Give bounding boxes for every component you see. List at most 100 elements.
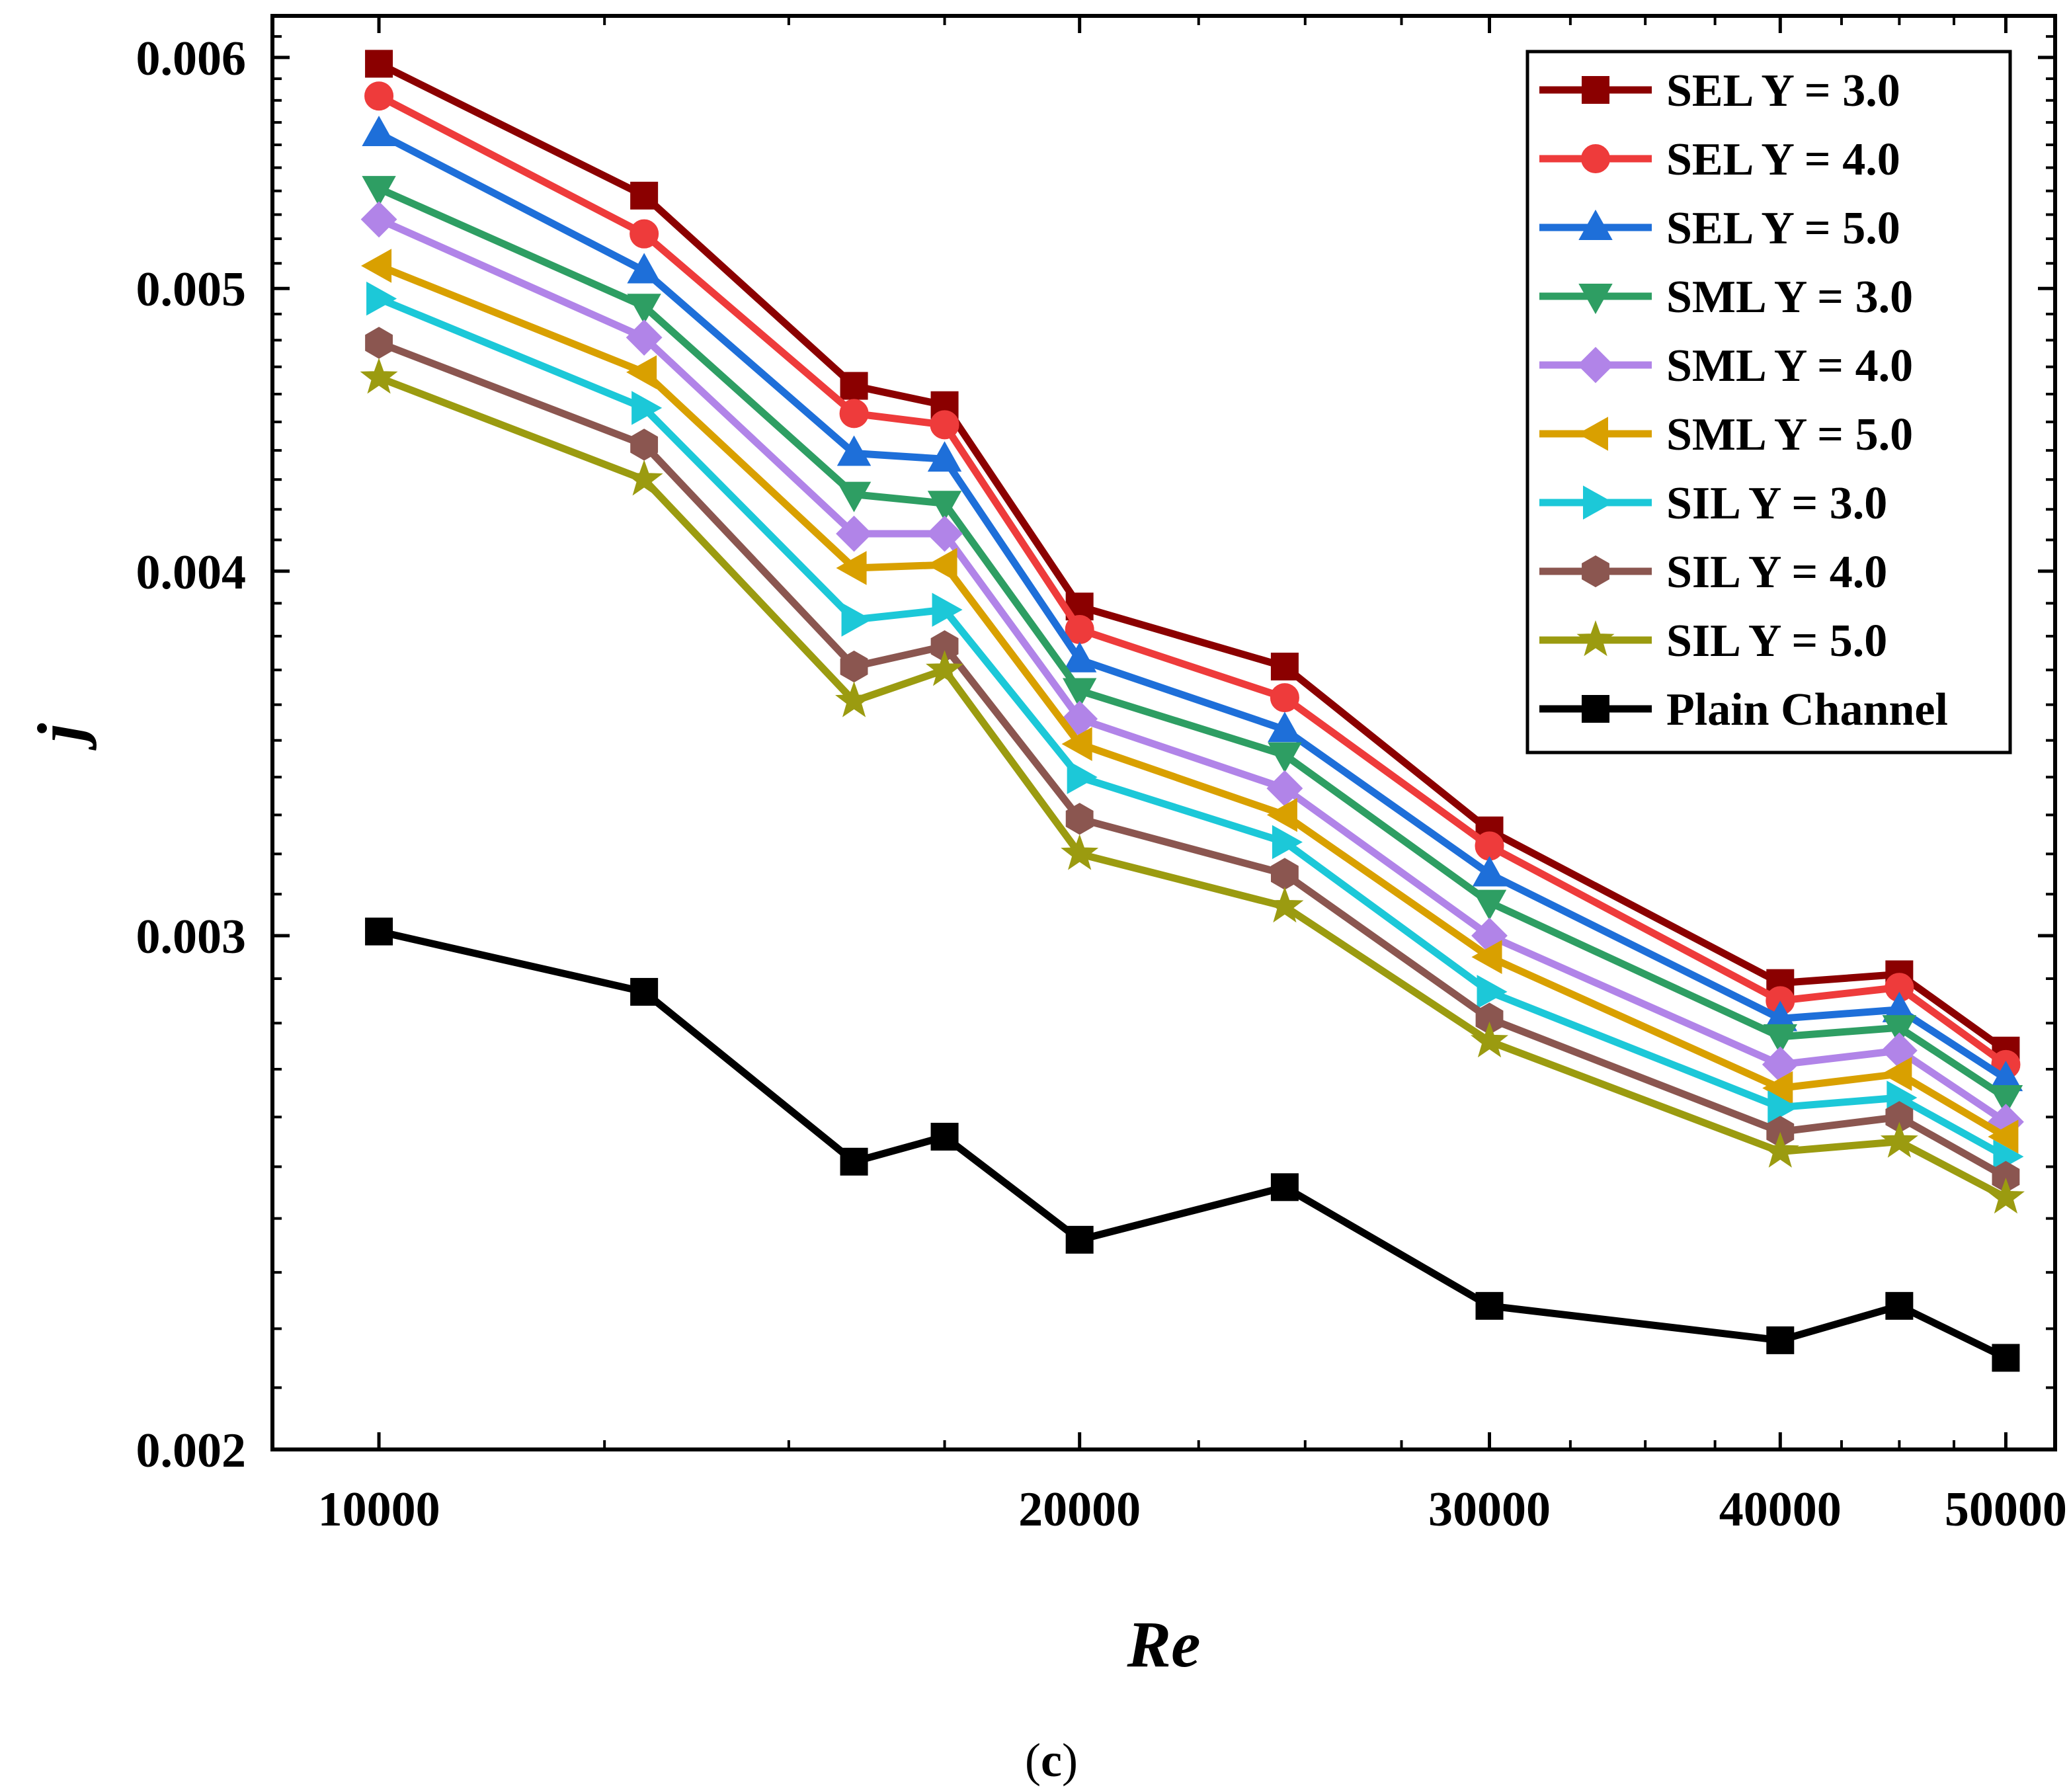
series-sml-y-4-0 [360, 201, 2024, 1141]
hexagon-marker [365, 327, 393, 359]
series-line [378, 262, 2008, 1140]
triangle-left-marker [926, 548, 957, 582]
triangle-right-marker [1477, 975, 1508, 1009]
triangle-down-marker [1062, 678, 1097, 709]
triangle-left-marker [1988, 1120, 2019, 1154]
triangle-down-marker [362, 176, 396, 207]
circle-marker [839, 399, 869, 428]
legend: SEL Y = 3.0 SEL Y = 4.0 SEL Y = 5.0 SML Y =… [1525, 50, 2012, 754]
diamond-marker [626, 319, 663, 356]
triangle-down-marker [1988, 1085, 2023, 1116]
legend-label: SEL Y = 3.0 [1666, 65, 1900, 116]
x-tick-label: 30000 [1428, 1483, 1551, 1537]
triangle-up-marker [362, 115, 396, 147]
legend-entry: SEL Y = 5.0 [1539, 203, 1900, 254]
diamond-marker [836, 515, 872, 552]
series-line [377, 185, 2008, 1101]
square-marker [365, 917, 393, 946]
star-marker [1471, 1021, 1509, 1058]
caption-open: ( [1025, 1734, 1041, 1787]
legend-entry: SIL Y = 5.0 [1539, 616, 1887, 667]
plot-frame [270, 14, 2057, 1451]
series-line [377, 216, 2008, 1125]
triangle-up-marker [1062, 641, 1097, 672]
series-sel-y-5-0 [362, 115, 2023, 1092]
x-tick-labels: 10000 20000 30000 40000 50000 [318, 1483, 2067, 1537]
triangle-left-marker [361, 249, 392, 283]
y-axis-title: j [24, 723, 97, 751]
x-tick-label: 20000 [1018, 1483, 1141, 1537]
triangle-up-marker [627, 253, 661, 284]
triangle-up-marker [1472, 856, 1507, 887]
y-tick-label: 0.006 [136, 32, 247, 86]
series-line [377, 295, 2008, 1160]
circle-marker [1270, 683, 1299, 713]
triangle-right-marker [1272, 825, 1303, 860]
triangle-right-marker [932, 592, 963, 627]
circle-marker [930, 410, 959, 440]
series-sel-y-4-0 [364, 81, 2021, 1079]
y-tick-label: 0.005 [136, 263, 247, 317]
circle-marker [1475, 831, 1504, 861]
triangle-left-marker [1061, 727, 1092, 761]
hexagon-marker [840, 650, 868, 683]
legend-entry: SML Y = 5.0 [1539, 409, 1913, 460]
triangle-left-marker [626, 355, 657, 389]
hexagon-marker [1270, 858, 1299, 890]
legend-entry: SEL Y = 3.0 [1539, 65, 1900, 116]
series-sil-y-4-0 [365, 327, 2020, 1193]
legend-label: SEL Y = 4.0 [1666, 134, 1900, 185]
square-marker [1582, 695, 1609, 723]
circle-marker [1581, 144, 1610, 173]
star-marker [1761, 1131, 1799, 1168]
legend-label: SEL Y = 5.0 [1666, 203, 1900, 254]
series-line [378, 339, 2008, 1180]
caption-close: ) [1062, 1734, 1078, 1787]
square-marker [630, 977, 659, 1006]
legend-label: SML Y = 3.0 [1666, 272, 1913, 323]
triangle-up-marker [1578, 209, 1613, 240]
square-marker [1885, 1291, 1914, 1320]
triangle-down-marker [1268, 742, 1302, 773]
legend-entry: SML Y = 4.0 [1539, 341, 1913, 391]
square-marker [365, 50, 393, 78]
triangle-up-marker [836, 435, 872, 466]
series-line [377, 93, 2008, 1068]
triangle-down-marker [1472, 889, 1507, 920]
diamond-marker [1577, 346, 1614, 384]
square-marker [1065, 1225, 1094, 1254]
y-tick-label: 0.002 [136, 1424, 247, 1478]
hexagon-marker [630, 428, 659, 461]
y-tick-label: 0.003 [136, 910, 247, 964]
series-sml-y-3-0 [362, 176, 2023, 1116]
star-marker [1266, 886, 1304, 923]
triangle-left-marker [1881, 1057, 1912, 1091]
square-marker [840, 1147, 868, 1176]
triangle-left-marker [1266, 797, 1297, 833]
x-tick-label: 10000 [318, 1483, 440, 1537]
triangle-up-marker [1268, 712, 1302, 743]
caption-letter: c [1041, 1734, 1062, 1787]
y-tick-labels: 0.002 0.003 0.004 0.005 0.006 [136, 32, 247, 1478]
triangle-down-marker [927, 491, 962, 522]
legend-entry: Plain Channel [1539, 684, 1948, 735]
series-sml-y-5-0 [361, 249, 2019, 1154]
legend-label: SIL Y = 5.0 [1666, 616, 1887, 667]
triangle-right-marker [366, 281, 397, 316]
triangle-left-marker [1577, 417, 1608, 451]
triangle-down-marker [1882, 1015, 1917, 1046]
legend-label: Plain Channel [1666, 684, 1948, 735]
star-marker [1576, 620, 1615, 657]
legend-label: SIL Y = 4.0 [1666, 547, 1887, 598]
series-sil-y-3-0 [366, 281, 2024, 1174]
triangle-up-marker [927, 441, 962, 472]
series-line [377, 130, 2008, 1082]
hexagon-marker [1582, 555, 1609, 588]
series-sil-y-5-0 [360, 358, 2025, 1214]
square-marker [1582, 76, 1609, 104]
square-marker [1992, 1344, 2020, 1372]
legend-entry: SML Y = 3.0 [1539, 272, 1913, 323]
square-marker [930, 1122, 959, 1151]
hexagon-marker [1065, 803, 1094, 835]
